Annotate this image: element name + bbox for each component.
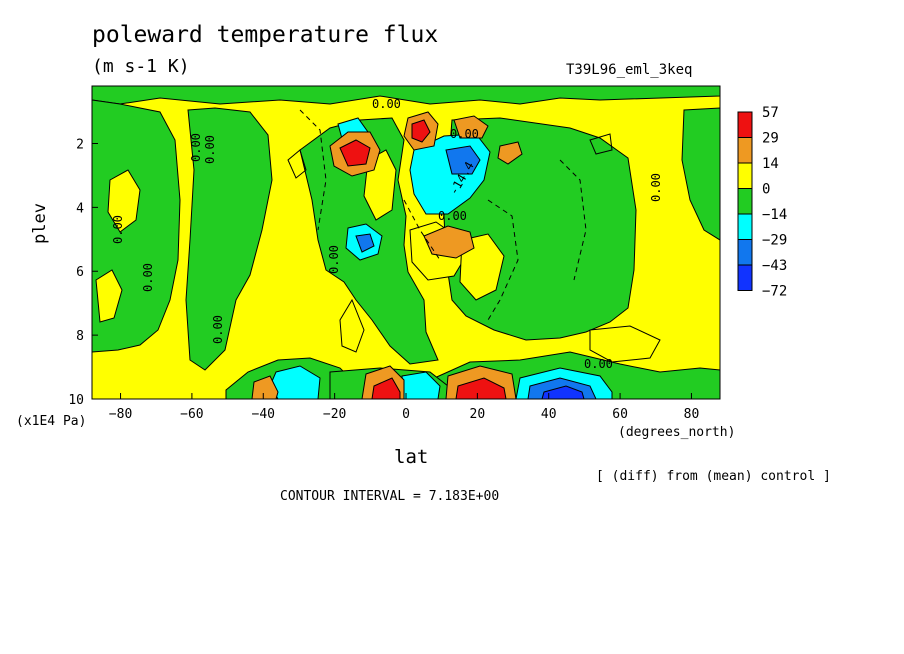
colorbar-label: −72 bbox=[762, 284, 787, 300]
colorbar-label: −29 bbox=[762, 233, 787, 249]
red-bottom-center-left bbox=[371, 377, 401, 399]
x-tick-label: −20 bbox=[323, 407, 346, 422]
contour-label: 0.00 bbox=[372, 97, 401, 111]
y-tick-label: 8 bbox=[76, 329, 84, 344]
colorbar-label: 0 bbox=[762, 182, 770, 198]
colorbar-swatch bbox=[737, 137, 753, 164]
orange-east bbox=[497, 141, 523, 165]
y-ticks: 2 4 6 8 10 bbox=[68, 137, 98, 408]
dashed-contour-1 bbox=[299, 109, 327, 231]
negative-strong-centers bbox=[269, 117, 613, 399]
x-axis-unit: (degrees_north) bbox=[618, 425, 736, 440]
y-tick-label: 10 bbox=[68, 393, 84, 408]
x-tick-label: −80 bbox=[109, 407, 132, 422]
x-tick-label: 40 bbox=[541, 407, 557, 422]
negative-weak-regions bbox=[92, 86, 720, 399]
colorbar-label: −43 bbox=[762, 258, 787, 274]
colorbar-swatch bbox=[737, 239, 753, 266]
island-southeast bbox=[589, 325, 661, 363]
contour-label: 0.00 bbox=[111, 215, 125, 244]
colorbar-label: 29 bbox=[762, 131, 779, 147]
contour-label: 0.00 bbox=[327, 245, 341, 274]
blue-upper bbox=[445, 145, 481, 175]
colorbar: 57 29 14 0 −14 −29 −43 −72 bbox=[737, 105, 787, 300]
dashed-contour-4 bbox=[403, 199, 441, 261]
x-tick-label: 60 bbox=[612, 407, 628, 422]
deep-blue-bottom-right bbox=[541, 385, 585, 399]
contour-label: 0.00 bbox=[450, 127, 479, 141]
positive-strong-centers bbox=[251, 111, 523, 399]
orange-upper-right bbox=[453, 115, 489, 139]
red-upper-left bbox=[339, 139, 371, 167]
contour-label: 0.00 bbox=[141, 263, 155, 292]
colorbar-swatch bbox=[737, 111, 753, 138]
island-west bbox=[107, 169, 141, 233]
chart-title: poleward temperature flux bbox=[92, 22, 439, 48]
colorbar-label: 57 bbox=[762, 105, 779, 121]
y-axis-unit: (x1E4 Pa) bbox=[16, 414, 87, 429]
region-top-band bbox=[92, 86, 720, 105]
contour-label: 0.00 bbox=[438, 209, 467, 223]
run-label: T39L96_eml_3keq bbox=[566, 62, 693, 78]
region-east-edge bbox=[681, 107, 720, 241]
contour-label: 0.00 bbox=[584, 357, 613, 371]
island-east bbox=[459, 233, 505, 301]
y-tick-label: 4 bbox=[76, 201, 84, 216]
contour-label: 0.00 bbox=[189, 133, 203, 162]
x-ticks: −80 −60 −40 −20 0 20 40 60 80 bbox=[109, 393, 699, 422]
contour-label-group: 0.00 0.00 0.00 0.00 0.00 0.00 0.00 0.00 … bbox=[111, 97, 663, 371]
dashed-contour-2 bbox=[487, 199, 519, 321]
line-contour-3 bbox=[589, 133, 613, 155]
colorbar-label: −14 bbox=[762, 207, 787, 223]
red-upper-center bbox=[411, 119, 431, 143]
x-tick-label: 20 bbox=[470, 407, 486, 422]
orange-mid bbox=[423, 225, 475, 259]
x-tick-label: 0 bbox=[402, 407, 410, 422]
x-tick-label: −60 bbox=[180, 407, 203, 422]
chart-units: (m s-1 K) bbox=[92, 56, 190, 77]
colorbar-swatch bbox=[737, 162, 753, 189]
positive-contours bbox=[287, 133, 613, 353]
y-tick-label: 2 bbox=[76, 137, 84, 152]
red-bottom-center-right bbox=[455, 377, 507, 399]
x-axis-label: lat bbox=[394, 446, 429, 468]
colorbar-swatch bbox=[737, 188, 753, 215]
x-tick-label: 80 bbox=[684, 407, 700, 422]
contour-interval: CONTOUR INTERVAL = 7.183E+00 bbox=[280, 489, 500, 504]
x-tick-label: −40 bbox=[252, 407, 275, 422]
region-west-col bbox=[185, 107, 273, 371]
diff-note: [ (diff) from (mean) control ] bbox=[596, 469, 831, 484]
y-tick-label: 6 bbox=[76, 265, 84, 280]
colorbar-swatch bbox=[737, 213, 753, 240]
blue-mid bbox=[355, 233, 375, 253]
island-west-2 bbox=[95, 269, 123, 323]
colorbar-label: 14 bbox=[762, 156, 779, 172]
colorbar-swatch bbox=[737, 264, 753, 291]
contour-label: 0.00 bbox=[211, 315, 225, 344]
contour-label: 0.00 bbox=[649, 173, 663, 202]
contour-label: 0.00 bbox=[203, 135, 217, 164]
line-contour-2 bbox=[339, 298, 365, 353]
orange-bottom-left bbox=[251, 375, 279, 399]
line-contour-1 bbox=[287, 149, 307, 179]
negative-contours bbox=[299, 109, 587, 321]
